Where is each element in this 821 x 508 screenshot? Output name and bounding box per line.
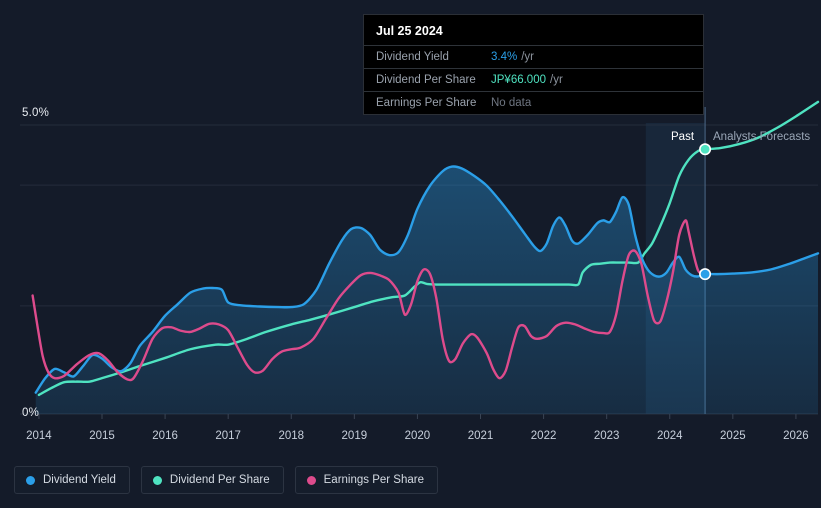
x-axis-tick-2022: 2022 xyxy=(530,430,557,442)
legend-color-dot-icon xyxy=(26,475,35,485)
chart-tooltip: Jul 25 2024 Dividend Yield 3.4%/yr Dividen… xyxy=(363,14,704,115)
legend-color-dot-icon xyxy=(306,475,316,485)
x-axis-tick-2015: 2015 xyxy=(89,430,115,442)
analysts-forecasts-label: Analysts Forecasts xyxy=(713,131,811,143)
legend-item-label: Dividend Yield xyxy=(43,474,116,486)
chart-legend: Dividend Yield Dividend Per Share Earnings… xyxy=(14,466,438,494)
tooltip-row-value: JP¥66.000 xyxy=(491,74,546,86)
tooltip-row: Dividend Yield 3.4%/yr xyxy=(364,45,703,68)
x-axis-tick-2026: 2026 xyxy=(783,430,809,442)
x-axis-tick-2020: 2020 xyxy=(404,430,431,442)
tooltip-row-label: Dividend Yield xyxy=(376,51,449,63)
x-axis-tick-2018: 2018 xyxy=(278,430,305,442)
tooltip-row-unit: /yr xyxy=(550,74,563,86)
legend-item-dividend-per-share[interactable]: Dividend Per Share xyxy=(140,466,284,494)
tooltip-date: Jul 25 2024 xyxy=(376,24,443,38)
past-label: Past xyxy=(671,131,695,143)
tooltip-row: Dividend Per Share JP¥66.000/yr xyxy=(364,68,703,91)
tooltip-row-value: 3.4% xyxy=(491,51,518,63)
y-axis-label-bottom: 0% xyxy=(22,407,40,419)
x-axis-tick-2021: 2021 xyxy=(467,430,494,442)
tooltip-row-value: No data xyxy=(491,97,532,109)
x-axis-tick-2023: 2023 xyxy=(593,430,620,442)
legend-item-label: Dividend Per Share xyxy=(169,474,270,486)
legend-item-earnings-per-share[interactable]: Earnings Per Share xyxy=(294,466,438,494)
x-axis-tick-2014: 2014 xyxy=(26,430,52,442)
legend-item-label: Earnings Per Share xyxy=(323,474,424,486)
tooltip-rows: Dividend Yield 3.4%/yr Dividend Per Share J… xyxy=(364,45,703,114)
tooltip-row-label: Dividend Per Share xyxy=(376,74,476,86)
y-axis-label-top: 5.0% xyxy=(22,107,50,119)
tooltip-row-unit: /yr xyxy=(521,51,534,63)
x-axis-tick-2016: 2016 xyxy=(152,430,178,442)
x-axis-tick-2024: 2024 xyxy=(656,430,683,442)
tooltip-row-label: Earnings Per Share xyxy=(376,97,477,109)
x-axis-tick-2025: 2025 xyxy=(720,430,746,442)
x-axis-tick-2019: 2019 xyxy=(341,430,368,442)
tooltip-row: Earnings Per Share No data xyxy=(364,91,703,114)
x-axis-tick-2017: 2017 xyxy=(215,430,241,442)
legend-color-dot-icon xyxy=(152,475,162,485)
legend-item-dividend-yield[interactable]: Dividend Yield xyxy=(14,466,130,494)
